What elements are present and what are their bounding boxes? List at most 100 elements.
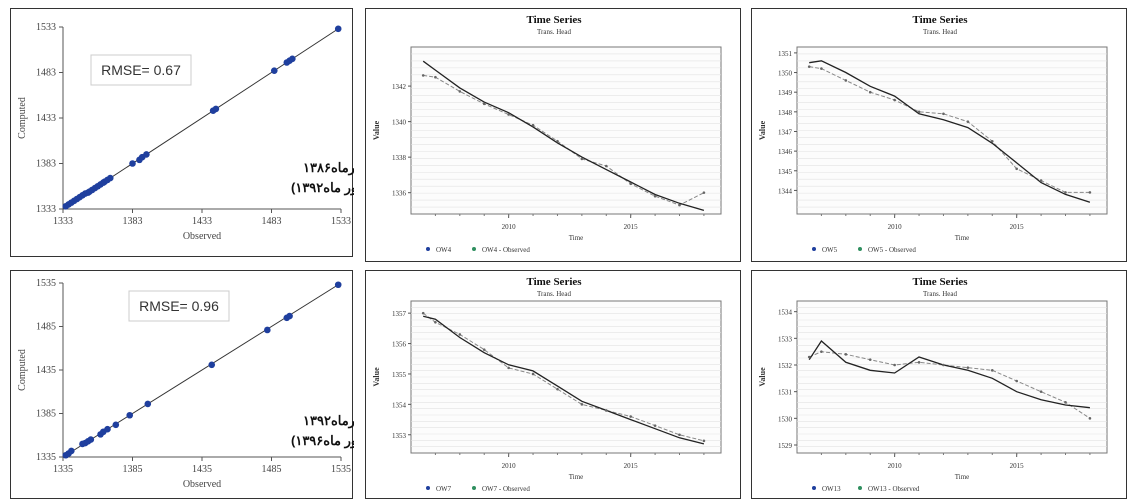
period-note-line1: دوره صحت‌سنجی (مهرماه۱۳۹۲ (303, 413, 354, 429)
legend-label-computed: OW4 (436, 246, 452, 254)
period-note-line2: تا شهریور ماه۱۳۹۲) (291, 180, 354, 196)
y-tick-label: 1336 (392, 190, 407, 198)
chart-title: Time Series (912, 276, 968, 288)
data-point (112, 421, 120, 429)
y-tick-label: 1531 (778, 389, 793, 397)
timeseries-panel-ow4: Time Series Trans. Head 1336 1338 1340 1342 20… (365, 8, 741, 262)
observed-point (507, 113, 510, 116)
data-point (104, 425, 111, 433)
observed-point (868, 90, 872, 94)
observed-point (556, 139, 559, 143)
x-axis-label: Time (955, 473, 970, 481)
chart-subtitle: Trans. Head (537, 28, 571, 36)
observed-point (531, 372, 535, 376)
y-tick-label: 1357 (392, 310, 407, 318)
x-axis-label: Observed (183, 479, 221, 490)
observed-point (507, 366, 510, 370)
legend-marker-observed (472, 247, 476, 251)
y-tick-label: 1533 (36, 22, 56, 33)
data-point (68, 447, 75, 455)
observed-point (629, 415, 632, 418)
legend-label-observed: OW4 - Observed (482, 246, 530, 254)
timeseries-panel-ow7: Time Series Trans. Head 1353 1354 1355 1356 13… (365, 270, 741, 499)
data-point (334, 25, 342, 33)
observed-point (421, 311, 425, 315)
y-tick-label: 1535 (36, 278, 56, 289)
observed-point (580, 403, 584, 406)
data-point (289, 55, 296, 63)
y-tick-label: 1355 (392, 371, 407, 379)
y-tick-label: 1532 (778, 362, 793, 370)
legend-label-observed: OW13 - Observed (868, 485, 920, 493)
y-tick-label: 1433 (36, 113, 56, 124)
x-tick-label: 2010 (888, 223, 903, 231)
y-tick-label: 1344 (778, 187, 793, 195)
observed-point (678, 203, 681, 207)
x-tick-label: 1535 (331, 464, 351, 475)
legend-label-computed: OW13 (822, 485, 841, 493)
chart-title: Time Series (526, 276, 582, 288)
chart-subtitle: Trans. Head (537, 290, 571, 298)
y-axis-label: Value (372, 367, 381, 387)
observed-point (580, 157, 584, 161)
y-tick-label: 1346 (778, 148, 793, 156)
observed-point (653, 194, 657, 198)
y-axis-label: Value (758, 367, 767, 387)
legend-label-computed: OW5 (822, 246, 838, 254)
y-tick-label: 1483 (36, 68, 56, 79)
x-tick-label: 1333 (53, 216, 73, 227)
legend-marker-observed (858, 486, 862, 490)
observed-point (1088, 191, 1092, 194)
x-axis-label: Time (569, 473, 584, 481)
x-tick-label: 2010 (502, 223, 517, 231)
observed-point (556, 387, 559, 391)
y-tick-label: 1351 (778, 50, 793, 58)
timeseries-chart-ow5: Time Series Trans. Head 1344 1345 1346 1347 13… (758, 14, 1108, 254)
legend-marker-observed (472, 486, 476, 490)
legend-marker-computed (812, 486, 816, 490)
chart-subtitle: Trans. Head (923, 28, 957, 36)
data-point (208, 361, 216, 369)
rmse-label: RMSE= 0.67 (101, 62, 181, 78)
y-tick-label: 1335 (36, 452, 56, 463)
legend-marker-computed (812, 247, 816, 251)
observed-point (966, 120, 970, 123)
y-tick-label: 1349 (778, 89, 793, 97)
x-axis-label: Time (569, 234, 584, 242)
observed-point (482, 348, 486, 351)
observed-point (990, 140, 994, 143)
y-axis-label: Computed (17, 97, 28, 139)
observed-point (629, 182, 632, 186)
observed-point (893, 98, 896, 102)
y-tick-label: 1345 (778, 168, 793, 176)
data-point (264, 326, 271, 334)
chart-subtitle: Trans. Head (923, 290, 957, 298)
y-tick-label: 1348 (778, 109, 793, 117)
observed-point (1039, 390, 1043, 393)
observed-point (604, 164, 608, 168)
x-axis-label: Observed (183, 231, 221, 242)
observed-point (482, 102, 486, 106)
data-point (286, 312, 293, 320)
observed-point (1064, 191, 1067, 194)
observed-point (458, 333, 462, 336)
scatter-panel-calibration: 1333 1333 1383 1383 1433 1433 1483 1483 1533 1533… (10, 8, 354, 257)
rmse-box (90, 54, 192, 86)
x-axis-label: Time (955, 234, 970, 242)
data-point (129, 160, 136, 167)
data-point (144, 400, 152, 408)
observed-point (702, 191, 706, 194)
x-tick-label: 2010 (502, 462, 517, 470)
observed-point (702, 439, 706, 443)
observed-point (531, 123, 535, 127)
y-tick-label: 1529 (778, 442, 793, 450)
timeseries-panel-ow5: Time Series Trans. Head 1344 1345 1346 1347 13… (751, 8, 1127, 262)
x-tick-label: 1335 (53, 464, 73, 475)
observed-point (807, 65, 811, 68)
chart-title: Time Series (526, 14, 582, 26)
y-tick-label: 1485 (36, 322, 56, 333)
observed-point (604, 409, 608, 412)
series-line-computed (809, 60, 1091, 203)
